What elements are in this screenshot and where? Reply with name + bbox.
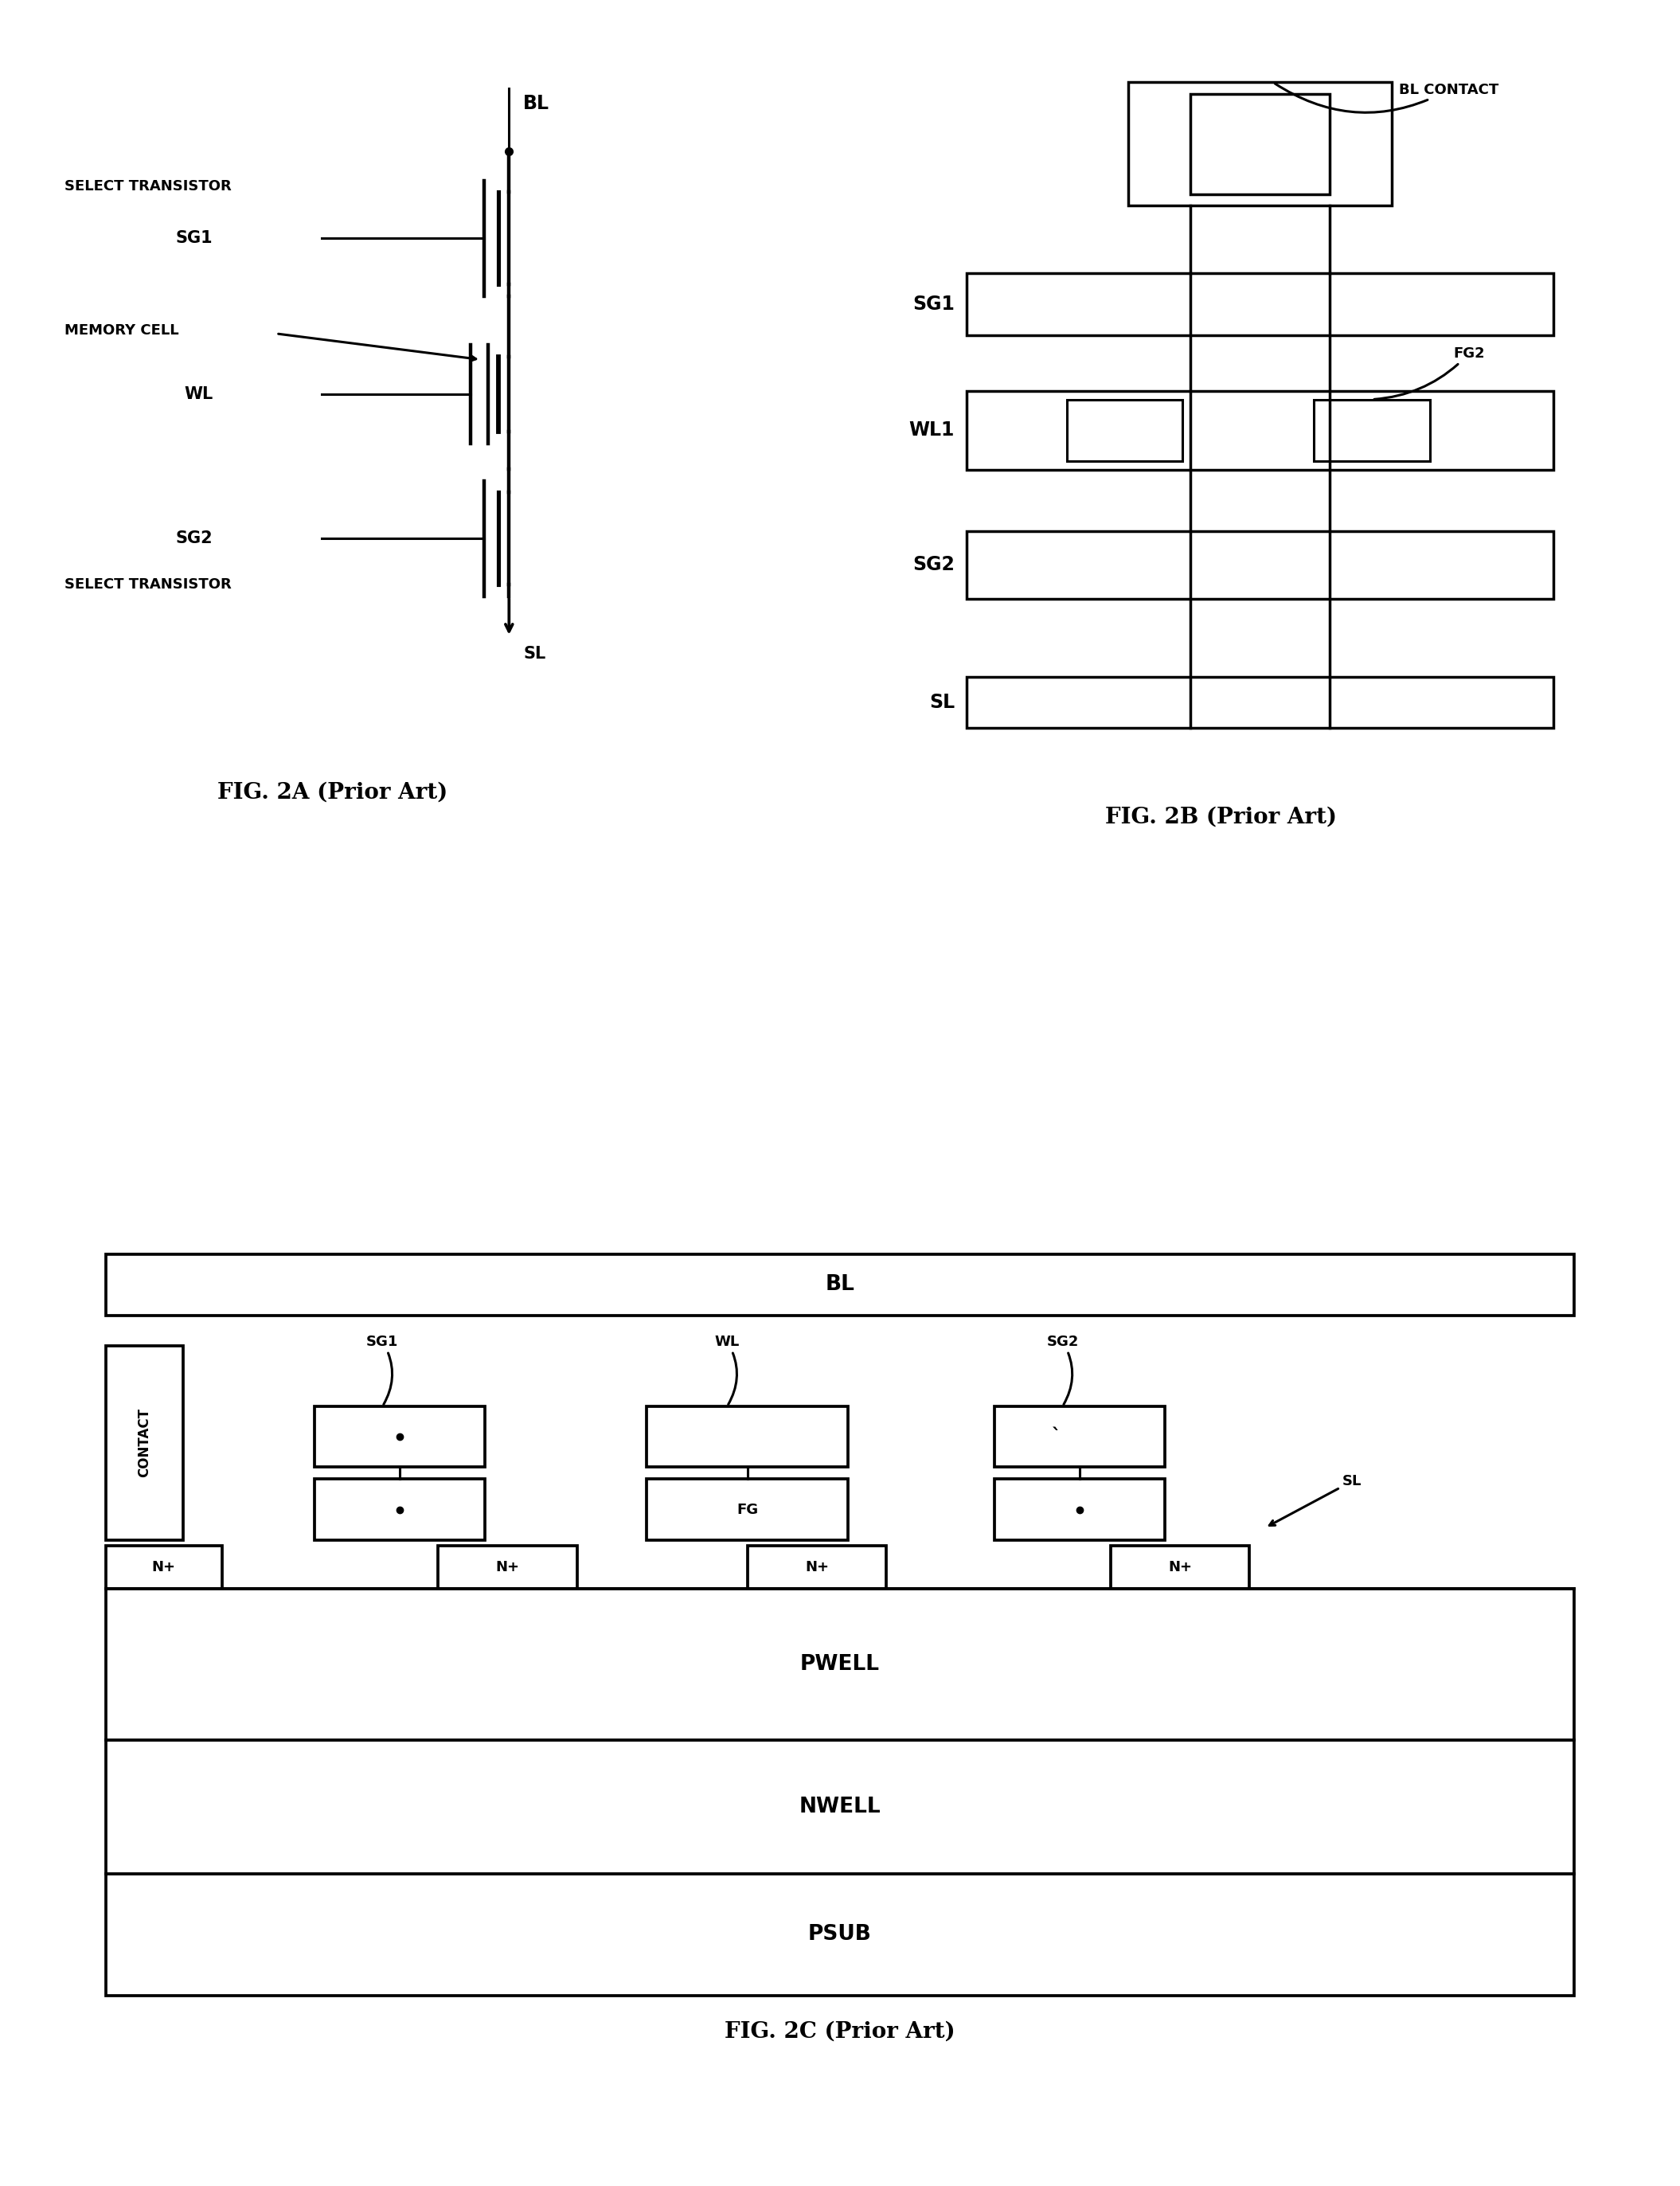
Text: SG1: SG1 xyxy=(366,1333,398,1403)
Bar xyxy=(106,1589,1574,1740)
Bar xyxy=(966,273,1554,334)
Bar xyxy=(106,1347,183,1539)
Text: NWELL: NWELL xyxy=(800,1797,880,1817)
Text: SG2: SG2 xyxy=(176,531,213,546)
Bar xyxy=(438,1546,578,1589)
Bar xyxy=(748,1546,887,1589)
Text: FG: FG xyxy=(736,1502,758,1517)
Text: N+: N+ xyxy=(151,1561,176,1574)
Text: SELECT TRANSISTOR: SELECT TRANSISTOR xyxy=(64,577,232,592)
Text: WL: WL xyxy=(714,1333,739,1403)
Text: BL: BL xyxy=(522,94,549,114)
Text: N+: N+ xyxy=(496,1561,519,1574)
Text: N+: N+ xyxy=(805,1561,828,1574)
Bar xyxy=(966,531,1554,599)
Bar xyxy=(995,1406,1164,1467)
Text: FIG. 2A (Prior Art): FIG. 2A (Prior Art) xyxy=(217,783,449,804)
Text: SL: SL xyxy=(929,693,954,713)
Text: SL: SL xyxy=(1270,1473,1362,1526)
Text: SG2: SG2 xyxy=(1047,1333,1079,1403)
Text: SG2: SG2 xyxy=(912,555,954,575)
Text: BL: BL xyxy=(825,1274,855,1296)
Text: WL1: WL1 xyxy=(909,420,954,439)
Bar xyxy=(966,391,1554,470)
Bar xyxy=(647,1406,848,1467)
Text: SG1: SG1 xyxy=(176,230,213,247)
Text: MEMORY CELL: MEMORY CELL xyxy=(64,324,178,339)
Bar xyxy=(106,1740,1574,1873)
Text: SG1: SG1 xyxy=(912,295,954,313)
Bar xyxy=(106,1546,222,1589)
Bar xyxy=(1067,400,1183,461)
Text: PSUB: PSUB xyxy=(808,1924,872,1946)
Text: FIG. 2C (Prior Art): FIG. 2C (Prior Art) xyxy=(724,2022,956,2042)
Bar xyxy=(314,1406,484,1467)
Text: FIG. 2B (Prior Art): FIG. 2B (Prior Art) xyxy=(1105,807,1337,828)
Text: `: ` xyxy=(1052,1427,1062,1447)
Bar xyxy=(1191,94,1329,195)
Bar xyxy=(106,1873,1574,1996)
Text: FG2: FG2 xyxy=(1374,345,1485,400)
Bar xyxy=(1314,400,1430,461)
Bar xyxy=(314,1480,484,1539)
Text: N+: N+ xyxy=(1168,1561,1193,1574)
Text: SL: SL xyxy=(522,645,546,662)
Text: PWELL: PWELL xyxy=(800,1655,880,1674)
Bar xyxy=(995,1480,1164,1539)
Bar xyxy=(106,1255,1574,1316)
Bar xyxy=(1110,1546,1250,1589)
Text: BL CONTACT: BL CONTACT xyxy=(1275,83,1499,111)
Text: CONTACT: CONTACT xyxy=(138,1408,151,1478)
Bar xyxy=(1129,83,1391,205)
Bar xyxy=(647,1480,848,1539)
Text: SELECT TRANSISTOR: SELECT TRANSISTOR xyxy=(64,179,232,192)
Bar xyxy=(966,678,1554,728)
Text: WL: WL xyxy=(183,387,213,402)
